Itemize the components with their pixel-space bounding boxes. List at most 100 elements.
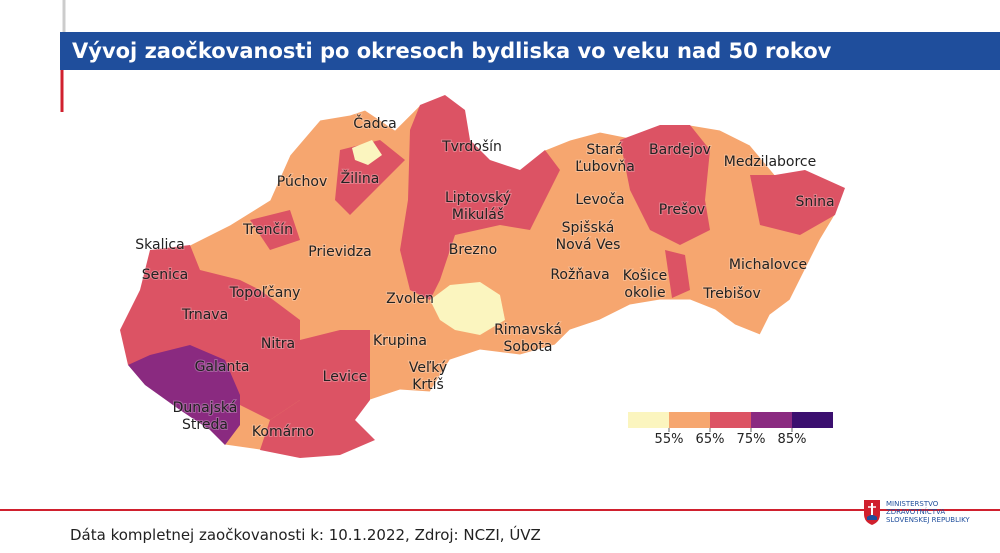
region-label-line: Púchov [277,174,328,190]
region-label: Rožňava [550,267,609,283]
legend-swatch [792,412,833,428]
region-label: Levice [323,369,368,385]
logo-line: SLOVENSKEJ REPUBLIKY [886,516,970,524]
region-label-line: Nová Ves [556,237,621,253]
region-label-line: Zvolen [386,291,434,307]
region-label-line: Prešov [659,202,705,218]
region-label-line: Medzilaborce [724,154,817,170]
region-label: Prešov [659,202,705,218]
region-shape [352,140,382,165]
region-label-line: Levoča [575,192,624,208]
region-label: Topoľčany [229,285,301,301]
region-label: Veľký Krtíš [409,360,447,393]
region-shape [750,170,845,235]
region-label-line: Trenčín [242,222,293,238]
region-label: Galanta [195,359,250,375]
title: Vývoj zaočkovanosti po okresoch bydliska… [72,39,832,63]
region-label-line: Senica [142,267,189,283]
region-label-line: Komárno [252,424,314,440]
region-label: Senica [142,267,189,283]
region-label: Levoča [575,192,624,208]
region-label: Čadca [353,114,397,132]
logo-shield-base [867,515,877,520]
region-label-line: Rimavská [494,322,562,338]
region-label-line: Galanta [195,359,250,375]
region-label: Komárno [252,424,314,440]
title-bar [60,32,1000,70]
region-label-line: Levice [323,369,368,385]
region-label: Liptovský Mikuláš [445,190,511,223]
region-label-line: Čadca [353,114,397,132]
region-label-line: Stará [586,142,623,158]
region-label: Zvolen [386,291,434,307]
region-label-line: Sobota [504,339,553,355]
region-label-line: Trnava [181,307,228,323]
region-label: Medzilaborce [724,154,817,170]
region-shape [335,140,405,215]
region-shape [260,330,375,458]
region-label-line: Bardejov [649,142,711,158]
region-label: Púchov [277,174,328,190]
region-label-line: Veľký [409,360,447,376]
region-label: Košice okolie [623,268,668,301]
region-label: Trebišov [702,286,760,302]
region-label: Brezno [449,242,497,258]
region-label: Stará Ľubovňa [575,142,635,175]
region-shape [128,345,240,445]
legend-swatch [710,412,751,428]
region-label-line: okolie [624,285,665,301]
legend-swatch [669,412,710,428]
legend-tick-label: 85% [778,432,807,447]
region-label: Michalovce [729,257,807,273]
region-label-line: Mikuláš [452,207,504,223]
logo-line: ZDRAVOTNÍCTVA [886,507,945,516]
region-label-line: Prievidza [308,244,371,260]
region-label-line: Streda [182,417,228,433]
region-label-line: Dunajská [173,400,238,416]
region-label: Nitra [261,336,295,352]
region-label-line: Krupina [373,333,427,349]
region-label-line: Žilina [341,169,380,187]
region-label: Rimavská Sobota [494,322,562,355]
region-shape [620,125,710,245]
legend-tick-label: 55% [655,432,684,447]
region-label-line: Topoľčany [229,285,301,301]
region-labels: Čadca Tvrdošín Púchov Žilina Liptovský Mikulá… [134,113,835,441]
region-label-line: Rožňava [550,267,609,283]
region-label: Trenčín [242,222,293,238]
logo-line: MINISTERSTVO [886,500,939,508]
region-label-line: Košice [623,268,668,284]
region-label: Prievidza [308,244,371,260]
legend-tick-label: 65% [696,432,725,447]
region-label-line: Michalovce [729,257,807,273]
region-shape [120,245,300,420]
region-label-line: Brezno [449,242,497,258]
region-label-line: Skalica [135,237,184,253]
region-label: Dunajská Streda [173,400,238,433]
legend-swatch [751,412,792,428]
legend-swatch [628,412,669,428]
region-label-line: Krtíš [412,377,444,393]
region-label: Skalica [135,237,184,253]
region-shape [430,282,505,335]
region-label-line: Ľubovňa [575,159,635,175]
region-shape [400,95,560,300]
footer-text: Dáta kompletnej zaočkovanosti k: 10.1.20… [70,525,541,544]
region-label-line: Spišská [562,220,615,236]
region-label: Bardejov [649,142,711,158]
region-label-line: Tvrdošín [441,139,502,155]
map: Čadca Tvrdošín Púchov Žilina Liptovský Mikulá… [119,94,846,459]
region-label: Krupina [373,333,427,349]
region-label: Spišská Nová Ves [556,220,621,253]
region-label-line: Snina [795,194,834,210]
region-label-line: Liptovský [445,190,511,206]
region-label: Tvrdošín [441,139,502,155]
legend-tick-label: 75% [737,432,766,447]
region-label: Trnava [181,307,228,323]
region-label: Snina [795,194,834,210]
region-label-line: Nitra [261,336,295,352]
region-label: Žilina [341,169,380,187]
